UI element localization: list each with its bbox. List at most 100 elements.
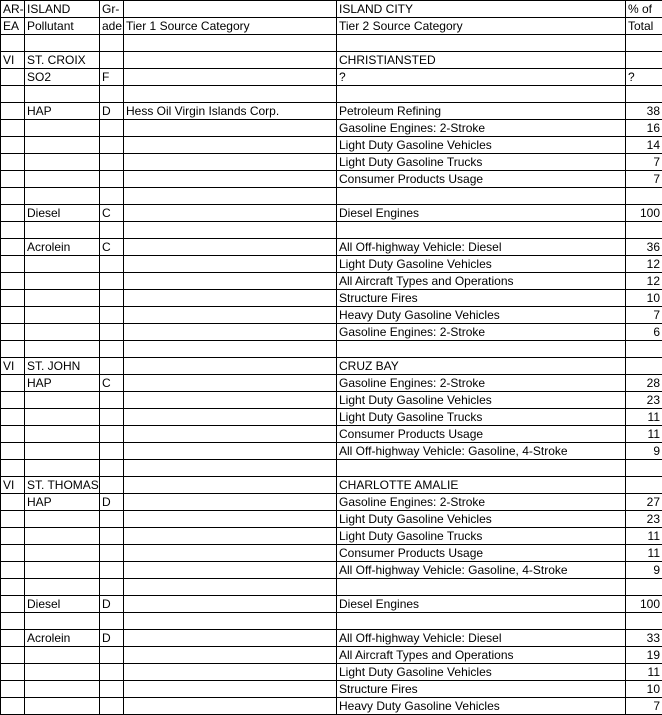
cell-grade <box>100 460 124 477</box>
cell-island <box>25 154 100 171</box>
cell-grade <box>100 256 124 273</box>
cell-island <box>25 664 100 681</box>
cell-pct: ? <box>626 69 662 86</box>
cell-island <box>25 681 100 698</box>
cell-ea <box>1 171 25 188</box>
cell-pct: 7 <box>626 698 662 715</box>
cell-grade <box>100 579 124 596</box>
cell-tier2: Light Duty Gasoline Trucks <box>337 528 626 545</box>
cell-tier1 <box>124 647 337 664</box>
cell-pct: 27 <box>626 494 662 511</box>
table-row: VIST. JOHNCRUZ BAY <box>1 358 662 375</box>
cell-tier2: Gasoline Engines: 2-Stroke <box>337 375 626 392</box>
cell-tier1 <box>124 477 337 494</box>
cell-tier2: All Off-highway Vehicle: Diesel <box>337 239 626 256</box>
cell-ea <box>1 205 25 222</box>
cell-tier2: Structure Fires <box>337 290 626 307</box>
table-row <box>1 579 662 596</box>
cell-pct <box>626 86 662 103</box>
cell-tier1 <box>124 562 337 579</box>
cell-grade: F <box>100 69 124 86</box>
cell-island: SO2 <box>25 69 100 86</box>
cell-tier1 <box>124 341 337 358</box>
cell-ea <box>1 528 25 545</box>
cell-island: Diesel <box>25 596 100 613</box>
cell-tier2: CRUZ BAY <box>337 358 626 375</box>
table-row: Light Duty Gasoline Trucks11 <box>1 528 662 545</box>
table-row <box>1 188 662 205</box>
cell-tier2: Light Duty Gasoline Vehicles <box>337 392 626 409</box>
cell-island <box>25 120 100 137</box>
cell-tier2: Consumer Products Usage <box>337 426 626 443</box>
cell-grade: D <box>100 103 124 120</box>
table-row: Consumer Products Usage7 <box>1 171 662 188</box>
cell-tier1 <box>124 426 337 443</box>
table-row: Light Duty Gasoline Trucks11 <box>1 409 662 426</box>
cell-grade: C <box>100 239 124 256</box>
table-row: Gasoline Engines: 2-Stroke16 <box>1 120 662 137</box>
cell-tier2: Heavy Duty Gasoline Vehicles <box>337 698 626 715</box>
header-row-2: EA Pollutant ade Tier 1 Source Category … <box>1 18 662 35</box>
cell-tier2: Light Duty Gasoline Vehicles <box>337 137 626 154</box>
cell-island: Acrolein <box>25 630 100 647</box>
cell-ea <box>1 562 25 579</box>
cell-grade <box>100 154 124 171</box>
cell-pct: 38 <box>626 103 662 120</box>
cell-grade <box>100 86 124 103</box>
table-row: HAPCGasoline Engines: 2-Stroke28 <box>1 375 662 392</box>
table-row: Consumer Products Usage11 <box>1 426 662 443</box>
cell-ea <box>1 698 25 715</box>
cell-island: ST. THOMAS <box>25 477 100 494</box>
cell-grade <box>100 528 124 545</box>
cell-tier1 <box>124 460 337 477</box>
cell-tier1 <box>124 630 337 647</box>
cell-pct: 36 <box>626 239 662 256</box>
table-row: Light Duty Gasoline Trucks7 <box>1 154 662 171</box>
cell-tier1 <box>124 613 337 630</box>
cell-pct: 19 <box>626 647 662 664</box>
cell-tier2: All Off-highway Vehicle: Gasoline, 4-Str… <box>337 443 626 460</box>
cell-island <box>25 137 100 154</box>
cell-grade <box>100 307 124 324</box>
cell-tier1 <box>124 324 337 341</box>
cell-ea <box>1 120 25 137</box>
cell-island <box>25 256 100 273</box>
cell-ea: VI <box>1 358 25 375</box>
cell-island: ST. CROIX <box>25 52 100 69</box>
cell-island: Acrolein <box>25 239 100 256</box>
cell-tier2: Light Duty Gasoline Vehicles <box>337 256 626 273</box>
cell-pct: 10 <box>626 681 662 698</box>
cell-tier2: CHRISTIANSTED <box>337 52 626 69</box>
cell-tier1 <box>124 171 337 188</box>
cell-island: HAP <box>25 103 100 120</box>
cell-tier2: Light Duty Gasoline Vehicles <box>337 664 626 681</box>
cell-tier1 <box>124 664 337 681</box>
cell-tier1 <box>124 273 337 290</box>
cell-pct <box>626 341 662 358</box>
cell-tier2: Consumer Products Usage <box>337 171 626 188</box>
cell-tier2: Diesel Engines <box>337 205 626 222</box>
cell-pct <box>626 579 662 596</box>
hdr2-tier2: Tier 2 Source Category <box>337 18 626 35</box>
cell-pct <box>626 188 662 205</box>
cell-island: HAP <box>25 494 100 511</box>
cell-pct: 100 <box>626 205 662 222</box>
cell-grade <box>100 52 124 69</box>
hdr2-tier1: Tier 1 Source Category <box>124 18 337 35</box>
cell-tier2: Diesel Engines <box>337 596 626 613</box>
hdr2-ea: EA <box>1 18 25 35</box>
cell-island <box>25 460 100 477</box>
cell-tier1 <box>124 69 337 86</box>
cell-tier1 <box>124 409 337 426</box>
table-row: DieselDDiesel Engines100 <box>1 596 662 613</box>
cell-grade <box>100 409 124 426</box>
cell-grade <box>100 443 124 460</box>
cell-grade <box>100 358 124 375</box>
cell-pct: 12 <box>626 256 662 273</box>
cell-tier2: All Off-highway Vehicle: Gasoline, 4-Str… <box>337 562 626 579</box>
table-row: Heavy Duty Gasoline Vehicles7 <box>1 698 662 715</box>
cell-ea <box>1 460 25 477</box>
cell-ea <box>1 307 25 324</box>
cell-pct <box>626 460 662 477</box>
cell-tier1 <box>124 545 337 562</box>
